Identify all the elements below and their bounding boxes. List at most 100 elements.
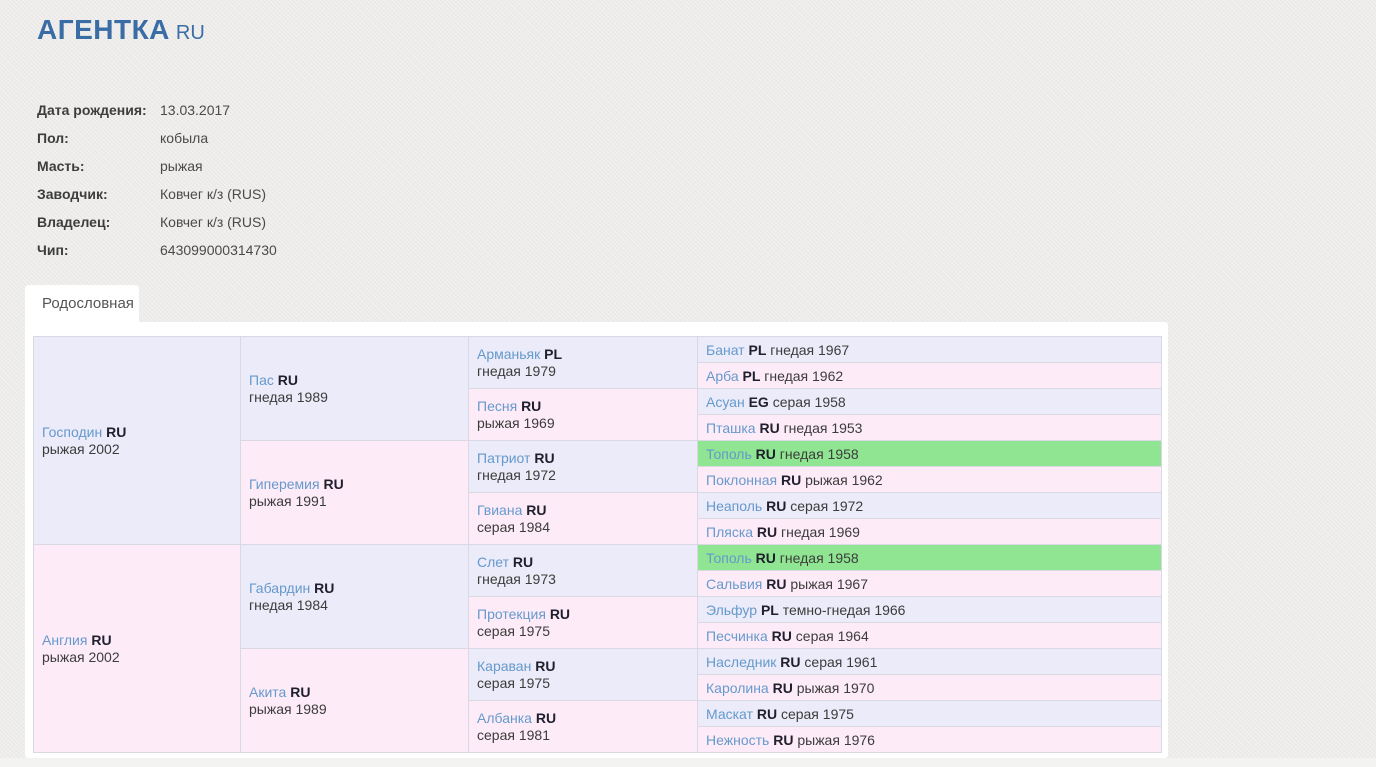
pedigree-cell: Пас RU гнедая 1989	[240, 336, 469, 441]
pedigree-cell: Неаполь RU серая 1972	[697, 492, 1162, 519]
detail-value: кобыла	[160, 130, 209, 146]
horse-link[interactable]: Слет	[477, 553, 510, 570]
pedigree-row: Песня RU рыжая 1969 Асуан EG серая 1958	[34, 388, 1162, 441]
country-code: PL	[760, 601, 779, 618]
horse-link[interactable]: Маскат	[706, 705, 753, 722]
country-code: PL	[544, 345, 563, 362]
horse-info: серая 1984	[477, 518, 550, 535]
pedigree-cell: Поклонная RU рыжая 1962	[697, 466, 1162, 493]
detail-row-chip: Чип: 643099000314730	[37, 236, 537, 264]
horse-link[interactable]: Акита	[249, 683, 287, 700]
pedigree-row: Нежность RU рыжая 1976	[34, 726, 1162, 753]
country-code: RU	[771, 627, 792, 644]
pedigree-panel: Господин RU рыжая 2002 Пас RU гнедая 1989 …	[25, 322, 1168, 758]
pedigree-cell: Арба PL гнедая 1962	[697, 362, 1162, 389]
horse-info: рыжая 1969	[477, 414, 555, 431]
horse-link[interactable]: Караван	[477, 657, 532, 674]
pedigree-cell: Пташка RU гнедая 1953	[697, 414, 1162, 441]
horse-info: серая 1961	[804, 653, 878, 670]
horse-info: гнедая 1953	[783, 419, 863, 436]
horse-info: гнедая 1969	[781, 523, 860, 540]
horse-link[interactable]: Пташка	[706, 419, 756, 436]
pedigree-cell: Слет RU гнедая 1973	[468, 544, 698, 597]
country-code: RU	[549, 605, 571, 622]
country-code: RU	[106, 423, 127, 440]
horse-info: гнедая 1972	[477, 466, 556, 483]
horse-link[interactable]: Наследник	[706, 653, 777, 670]
horse-link[interactable]: Песня	[477, 397, 518, 414]
country-code: RU	[773, 731, 794, 748]
horse-link[interactable]: Банат	[706, 341, 745, 358]
detail-label: Заводчик:	[37, 186, 108, 202]
country-code: RU	[755, 445, 776, 462]
detail-value: Ковчег к/з (RUS)	[160, 214, 267, 230]
country-code: RU	[521, 397, 542, 414]
horse-link[interactable]: Пляска	[706, 523, 754, 540]
horse-link[interactable]: Каролина	[706, 679, 769, 696]
pedigree-cell: Англия RU рыжая 2002	[33, 544, 241, 753]
pedigree-cell: Габардин RU гнедая 1984	[240, 544, 469, 649]
country-code: RU	[290, 683, 311, 700]
pedigree-cell: Песчинка RU серая 1964	[697, 622, 1162, 649]
horse-link[interactable]: Арманьяк	[477, 345, 541, 362]
horse-link[interactable]: Эльфур	[706, 601, 758, 618]
pedigree-row: Арба PL гнедая 1962	[34, 362, 1162, 389]
pedigree-cell: Каролина RU рыжая 1970	[697, 674, 1162, 701]
pedigree-cell: Пляска RU гнедая 1969	[697, 518, 1162, 545]
horse-link[interactable]: Тополь	[706, 549, 752, 566]
country-code: RU	[756, 705, 778, 722]
country-code: RU	[91, 631, 112, 648]
pedigree-row: Албанка RU серая 1981 Маскат RU серая 197…	[34, 700, 1162, 753]
pedigree-row: Сальвия RU рыжая 1967	[34, 570, 1162, 597]
pedigree-cell: Асуан EG серая 1958	[697, 388, 1162, 415]
horse-info: гнедая 1973	[477, 570, 556, 587]
horse-info: темно-гнедая 1966	[782, 601, 906, 618]
horse-link[interactable]: Албанка	[477, 709, 532, 726]
horse-link[interactable]: Арба	[706, 367, 739, 384]
country-code: RU	[323, 475, 344, 492]
horse-link[interactable]: Патриот	[477, 449, 531, 466]
horse-info: рыжая 2002	[42, 440, 120, 457]
detail-row-birthdate: Дата рождения: 13.03.2017	[37, 96, 537, 124]
horse-link[interactable]: Гвиана	[477, 501, 523, 518]
tab-pedigree[interactable]: Родословная	[25, 285, 139, 325]
horse-link[interactable]: Поклонная	[706, 471, 778, 488]
horse-info: рыжая 1967	[790, 575, 868, 592]
horse-link[interactable]: Неаполь	[706, 497, 763, 514]
horse-link[interactable]: Протекция	[477, 605, 546, 622]
country-code: RU	[780, 653, 801, 670]
pedigree-cell: Протекция RU серая 1975	[468, 596, 698, 649]
pedigree-row: Поклонная RU рыжая 1962	[34, 466, 1162, 493]
pedigree-cell: Нежность RU рыжая 1976	[697, 726, 1162, 753]
page-title-country-suffix: RU	[175, 22, 205, 44]
detail-value: 643099000314730	[160, 242, 277, 258]
horse-link[interactable]: Асуан	[706, 393, 745, 410]
horse-info: серая 1975	[780, 705, 854, 722]
pedigree-row: Пляска RU гнедая 1969	[34, 518, 1162, 545]
horse-link[interactable]: Песчинка	[706, 627, 768, 644]
horse-link[interactable]: Пас	[249, 371, 274, 388]
pedigree-cell-highlighted: Тополь RU гнедая 1958	[697, 544, 1162, 571]
pedigree-cell: Гвиана RU серая 1984	[468, 492, 698, 545]
horse-link[interactable]: Англия	[42, 631, 88, 648]
horse-info: рыжая 1976	[797, 731, 875, 748]
country-code: PL	[748, 341, 767, 358]
country-code: RU	[277, 371, 298, 388]
detail-label: Чип:	[37, 242, 69, 258]
country-code: RU	[512, 553, 534, 570]
pedigree-cell: Арманьяк PL гнедая 1979	[468, 336, 698, 389]
detail-value: 13.03.2017	[160, 102, 231, 118]
horse-link[interactable]: Нежность	[706, 731, 770, 748]
horse-link[interactable]: Сальвия	[706, 575, 763, 592]
horse-link[interactable]: Тополь	[706, 445, 752, 462]
country-code: RU	[780, 471, 802, 488]
country-code: RU	[755, 549, 776, 566]
pedigree-cell: Наследник RU серая 1961	[697, 648, 1162, 675]
page-header: АГЕНТКА RU	[37, 14, 205, 46]
horse-info: рыжая 1991	[249, 492, 327, 509]
horse-link[interactable]: Габардин	[249, 579, 311, 596]
horse-link[interactable]: Господин	[42, 423, 103, 440]
horse-info: серая 1975	[477, 622, 550, 639]
horse-info: рыжая 1962	[805, 471, 883, 488]
horse-link[interactable]: Гиперемия	[249, 475, 320, 492]
